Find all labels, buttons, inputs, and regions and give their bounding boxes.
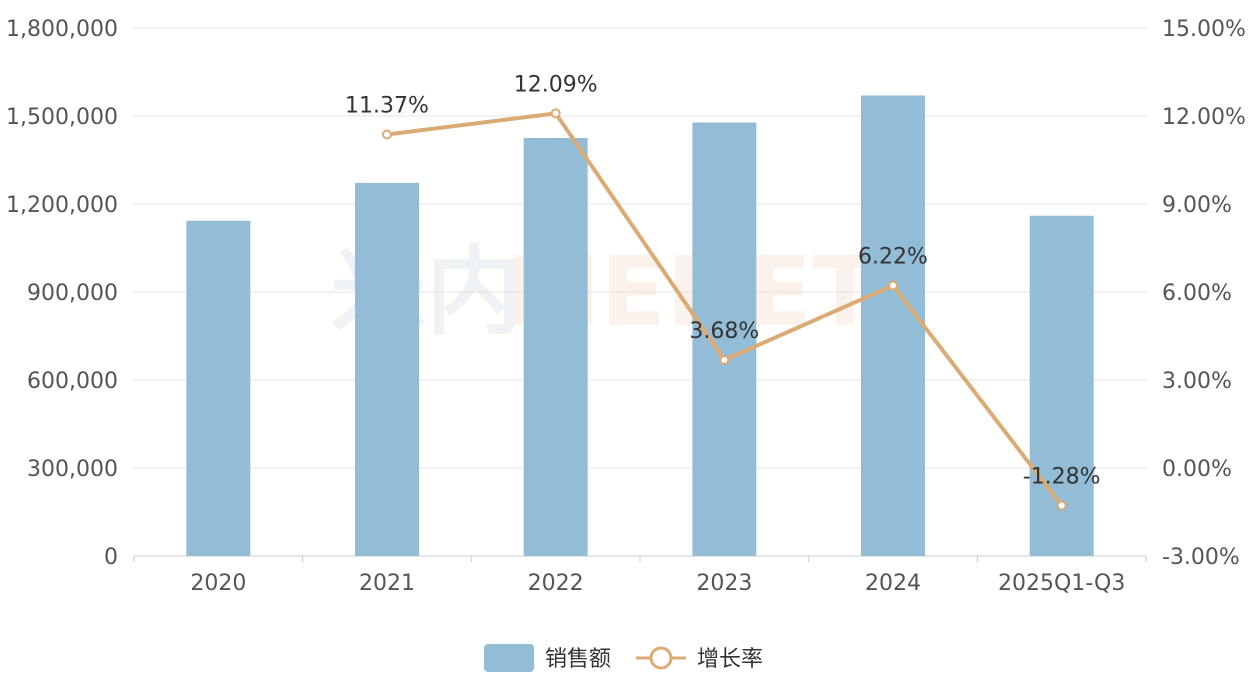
right-tick-label: 0.00% bbox=[1162, 457, 1232, 482]
legend: 销售额 增长率 bbox=[484, 644, 763, 672]
growth-data-label: 11.37% bbox=[345, 93, 429, 118]
growth-data-label: -1.28% bbox=[1023, 465, 1101, 490]
growth-point bbox=[550, 108, 561, 119]
bar-2021 bbox=[355, 182, 419, 556]
right-tick-label: 12.00% bbox=[1162, 105, 1246, 130]
bar-2025Q1-Q3 bbox=[1029, 215, 1094, 556]
growth-point bbox=[382, 129, 392, 140]
right-tick-label: 9.00% bbox=[1162, 193, 1232, 218]
growth-data-label: 6.22% bbox=[858, 245, 928, 270]
x-tick-label: 2020 bbox=[190, 571, 246, 596]
legend-swatch-bar bbox=[484, 644, 534, 672]
left-tick-label: 900,000 bbox=[27, 281, 118, 306]
left-tick-label: 1,500,000 bbox=[6, 105, 118, 130]
left-tick-label: 600,000 bbox=[27, 369, 118, 394]
gridlines bbox=[134, 27, 1146, 557]
growth-point bbox=[1056, 500, 1067, 511]
right-tick-label: -3.00% bbox=[1162, 545, 1240, 570]
growth-data-label: 12.09% bbox=[514, 72, 598, 97]
bar-2022 bbox=[523, 138, 588, 556]
left-tick-label: 0 bbox=[104, 545, 118, 570]
growth-point bbox=[888, 280, 898, 291]
x-tick-label: 2025Q1-Q3 bbox=[998, 571, 1125, 596]
bar-2020 bbox=[186, 220, 251, 556]
x-tick-label: 2024 bbox=[865, 571, 921, 596]
bar-2024 bbox=[861, 95, 925, 556]
bar-2023 bbox=[692, 122, 757, 556]
right-tick-label: 6.00% bbox=[1162, 281, 1232, 306]
legend-label-growth: 增长率 bbox=[697, 647, 763, 672]
x-tick-label: 2022 bbox=[528, 571, 584, 596]
legend-label-sales: 销售额 bbox=[545, 647, 611, 672]
data-labels: 11.37% 12.09% 3.68% 6.22% -1.28% bbox=[345, 72, 1101, 489]
right-tick-label: 15.00% bbox=[1162, 17, 1246, 42]
growth-point bbox=[719, 355, 730, 366]
x-tick-label: 2023 bbox=[696, 571, 752, 596]
growth-data-label: 3.68% bbox=[689, 319, 759, 344]
x-axis: 2020 2021 2022 2023 2024 2025Q1-Q3 bbox=[133, 556, 1147, 596]
bar-series bbox=[186, 95, 1094, 556]
left-tick-label: 1,800,000 bbox=[6, 17, 118, 42]
legend-swatch-marker bbox=[649, 646, 673, 670]
x-tick-label: 2021 bbox=[359, 571, 415, 596]
left-axis: 0 300,000 600,000 900,000 1,200,000 1,500,000… bbox=[6, 17, 118, 570]
right-axis: -3.00% 0.00% 3.00% 6.00% 9.00% 12.00% 15.00% bbox=[1162, 17, 1246, 570]
left-tick-label: 1,200,000 bbox=[6, 193, 118, 218]
legend-item-growth[interactable]: 增长率 bbox=[636, 646, 763, 672]
line-series bbox=[382, 108, 1067, 511]
legend-item-sales[interactable]: 销售额 bbox=[484, 644, 611, 672]
left-tick-label: 300,000 bbox=[27, 457, 118, 482]
right-tick-label: 3.00% bbox=[1162, 369, 1232, 394]
